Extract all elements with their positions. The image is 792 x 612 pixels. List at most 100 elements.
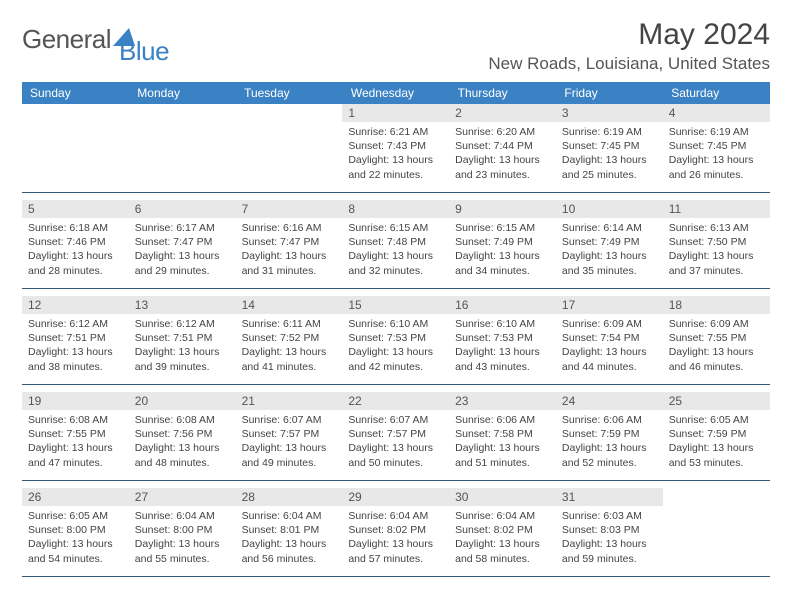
daylight-text: Daylight: 13 hours and 59 minutes. <box>562 537 657 565</box>
daylight-text: Daylight: 13 hours and 32 minutes. <box>348 249 443 277</box>
calendar-day-cell: 13Sunrise: 6:12 AMSunset: 7:51 PMDayligh… <box>129 296 236 384</box>
weekday-header: Sunday <box>22 82 129 104</box>
daylight-text: Daylight: 13 hours and 52 minutes. <box>562 441 657 469</box>
sunset-text: Sunset: 7:47 PM <box>135 235 230 249</box>
daylight-text: Daylight: 13 hours and 54 minutes. <box>28 537 123 565</box>
sunrise-text: Sunrise: 6:06 AM <box>562 413 657 427</box>
weekday-header: Wednesday <box>342 82 449 104</box>
sunrise-text: Sunrise: 6:04 AM <box>455 509 550 523</box>
day-number <box>236 104 343 122</box>
sunrise-text: Sunrise: 6:12 AM <box>135 317 230 331</box>
day-details: Sunrise: 6:18 AMSunset: 7:46 PMDaylight:… <box>22 218 129 282</box>
day-number: 22 <box>342 392 449 410</box>
day-number: 20 <box>129 392 236 410</box>
day-details: Sunrise: 6:03 AMSunset: 8:03 PMDaylight:… <box>556 506 663 570</box>
day-details: Sunrise: 6:04 AMSunset: 8:00 PMDaylight:… <box>129 506 236 570</box>
day-details: Sunrise: 6:07 AMSunset: 7:57 PMDaylight:… <box>342 410 449 474</box>
calendar-day-cell: 26Sunrise: 6:05 AMSunset: 8:00 PMDayligh… <box>22 488 129 576</box>
daylight-text: Daylight: 13 hours and 47 minutes. <box>28 441 123 469</box>
day-number: 28 <box>236 488 343 506</box>
calendar-day-cell: 5Sunrise: 6:18 AMSunset: 7:46 PMDaylight… <box>22 200 129 288</box>
sunrise-text: Sunrise: 6:10 AM <box>348 317 443 331</box>
sunset-text: Sunset: 7:57 PM <box>242 427 337 441</box>
weekday-header-row: SundayMondayTuesdayWednesdayThursdayFrid… <box>22 82 770 104</box>
daylight-text: Daylight: 13 hours and 22 minutes. <box>348 153 443 181</box>
calendar-day-cell: 31Sunrise: 6:03 AMSunset: 8:03 PMDayligh… <box>556 488 663 576</box>
day-number: 14 <box>236 296 343 314</box>
sunrise-text: Sunrise: 6:14 AM <box>562 221 657 235</box>
calendar-day-cell: 24Sunrise: 6:06 AMSunset: 7:59 PMDayligh… <box>556 392 663 480</box>
daylight-text: Daylight: 13 hours and 37 minutes. <box>669 249 764 277</box>
day-number: 9 <box>449 200 556 218</box>
daylight-text: Daylight: 13 hours and 50 minutes. <box>348 441 443 469</box>
sunrise-text: Sunrise: 6:13 AM <box>669 221 764 235</box>
daylight-text: Daylight: 13 hours and 53 minutes. <box>669 441 764 469</box>
day-number: 31 <box>556 488 663 506</box>
day-details: Sunrise: 6:13 AMSunset: 7:50 PMDaylight:… <box>663 218 770 282</box>
logo-text-2: Blue <box>119 36 169 67</box>
day-details: Sunrise: 6:10 AMSunset: 7:53 PMDaylight:… <box>342 314 449 378</box>
calendar-day-cell: 2Sunrise: 6:20 AMSunset: 7:44 PMDaylight… <box>449 104 556 192</box>
sunset-text: Sunset: 8:01 PM <box>242 523 337 537</box>
sunrise-text: Sunrise: 6:07 AM <box>242 413 337 427</box>
day-number: 30 <box>449 488 556 506</box>
day-details: Sunrise: 6:21 AMSunset: 7:43 PMDaylight:… <box>342 122 449 186</box>
day-details: Sunrise: 6:04 AMSunset: 8:01 PMDaylight:… <box>236 506 343 570</box>
sunrise-text: Sunrise: 6:19 AM <box>562 125 657 139</box>
sunset-text: Sunset: 7:54 PM <box>562 331 657 345</box>
calendar-week-row: 12Sunrise: 6:12 AMSunset: 7:51 PMDayligh… <box>22 296 770 384</box>
sunset-text: Sunset: 7:59 PM <box>562 427 657 441</box>
logo-text-1: General <box>22 24 111 55</box>
calendar-day-cell: 7Sunrise: 6:16 AMSunset: 7:47 PMDaylight… <box>236 200 343 288</box>
sunrise-text: Sunrise: 6:05 AM <box>669 413 764 427</box>
day-number: 19 <box>22 392 129 410</box>
day-details: Sunrise: 6:14 AMSunset: 7:49 PMDaylight:… <box>556 218 663 282</box>
sunset-text: Sunset: 7:56 PM <box>135 427 230 441</box>
sunrise-text: Sunrise: 6:11 AM <box>242 317 337 331</box>
sunrise-text: Sunrise: 6:18 AM <box>28 221 123 235</box>
sunrise-text: Sunrise: 6:04 AM <box>348 509 443 523</box>
title-block: May 2024 New Roads, Louisiana, United St… <box>488 18 770 74</box>
calendar-day-cell: 11Sunrise: 6:13 AMSunset: 7:50 PMDayligh… <box>663 200 770 288</box>
sunset-text: Sunset: 7:48 PM <box>348 235 443 249</box>
sunset-text: Sunset: 8:02 PM <box>455 523 550 537</box>
day-details: Sunrise: 6:19 AMSunset: 7:45 PMDaylight:… <box>556 122 663 186</box>
sunset-text: Sunset: 7:51 PM <box>135 331 230 345</box>
calendar-week-row: 19Sunrise: 6:08 AMSunset: 7:55 PMDayligh… <box>22 392 770 480</box>
day-details: Sunrise: 6:04 AMSunset: 8:02 PMDaylight:… <box>449 506 556 570</box>
calendar-week-row: 1Sunrise: 6:21 AMSunset: 7:43 PMDaylight… <box>22 104 770 192</box>
day-number: 18 <box>663 296 770 314</box>
sunrise-text: Sunrise: 6:16 AM <box>242 221 337 235</box>
daylight-text: Daylight: 13 hours and 49 minutes. <box>242 441 337 469</box>
sunset-text: Sunset: 7:43 PM <box>348 139 443 153</box>
day-details: Sunrise: 6:15 AMSunset: 7:48 PMDaylight:… <box>342 218 449 282</box>
day-number: 16 <box>449 296 556 314</box>
calendar-day-cell: 22Sunrise: 6:07 AMSunset: 7:57 PMDayligh… <box>342 392 449 480</box>
daylight-text: Daylight: 13 hours and 56 minutes. <box>242 537 337 565</box>
sunset-text: Sunset: 7:59 PM <box>669 427 764 441</box>
day-details: Sunrise: 6:10 AMSunset: 7:53 PMDaylight:… <box>449 314 556 378</box>
daylight-text: Daylight: 13 hours and 28 minutes. <box>28 249 123 277</box>
sunrise-text: Sunrise: 6:06 AM <box>455 413 550 427</box>
sunset-text: Sunset: 7:46 PM <box>28 235 123 249</box>
calendar-day-cell: 27Sunrise: 6:04 AMSunset: 8:00 PMDayligh… <box>129 488 236 576</box>
daylight-text: Daylight: 13 hours and 58 minutes. <box>455 537 550 565</box>
daylight-text: Daylight: 13 hours and 42 minutes. <box>348 345 443 373</box>
sunset-text: Sunset: 7:47 PM <box>242 235 337 249</box>
calendar-day-cell: 30Sunrise: 6:04 AMSunset: 8:02 PMDayligh… <box>449 488 556 576</box>
day-details: Sunrise: 6:05 AMSunset: 7:59 PMDaylight:… <box>663 410 770 474</box>
sunset-text: Sunset: 7:55 PM <box>669 331 764 345</box>
day-number: 4 <box>663 104 770 122</box>
calendar-day-cell: 9Sunrise: 6:15 AMSunset: 7:49 PMDaylight… <box>449 200 556 288</box>
sunrise-text: Sunrise: 6:15 AM <box>455 221 550 235</box>
calendar-day-cell: 6Sunrise: 6:17 AMSunset: 7:47 PMDaylight… <box>129 200 236 288</box>
calendar-day-cell: 14Sunrise: 6:11 AMSunset: 7:52 PMDayligh… <box>236 296 343 384</box>
location-text: New Roads, Louisiana, United States <box>488 54 770 74</box>
calendar-day-cell <box>663 488 770 576</box>
day-details: Sunrise: 6:06 AMSunset: 7:59 PMDaylight:… <box>556 410 663 474</box>
calendar-day-cell: 28Sunrise: 6:04 AMSunset: 8:01 PMDayligh… <box>236 488 343 576</box>
sunrise-text: Sunrise: 6:04 AM <box>242 509 337 523</box>
weekday-header: Friday <box>556 82 663 104</box>
day-details: Sunrise: 6:11 AMSunset: 7:52 PMDaylight:… <box>236 314 343 378</box>
sunrise-text: Sunrise: 6:05 AM <box>28 509 123 523</box>
